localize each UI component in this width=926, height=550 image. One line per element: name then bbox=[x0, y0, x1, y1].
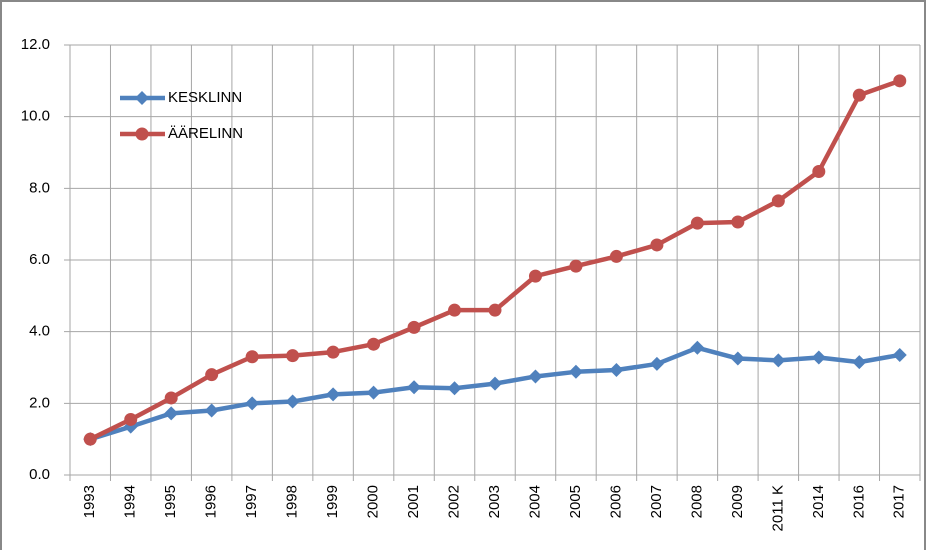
marker bbox=[326, 345, 340, 359]
marker bbox=[893, 74, 907, 88]
marker bbox=[771, 353, 786, 368]
marker bbox=[609, 249, 623, 263]
x-tick-label: 1997 bbox=[243, 485, 260, 518]
x-tick-label: 1999 bbox=[324, 485, 341, 518]
marker bbox=[448, 303, 462, 317]
marker bbox=[852, 88, 866, 102]
x-tick-label: 2014 bbox=[810, 485, 827, 518]
marker bbox=[488, 303, 502, 317]
marker bbox=[609, 363, 624, 378]
legend-marker bbox=[135, 127, 149, 141]
x-tick-label: 1994 bbox=[122, 485, 139, 518]
y-tick-label: 4.0 bbox=[29, 323, 50, 340]
y-tick-label: 10.0 bbox=[21, 108, 50, 125]
marker bbox=[730, 351, 745, 366]
marker bbox=[83, 432, 97, 446]
marker bbox=[447, 381, 462, 396]
marker bbox=[245, 396, 260, 411]
y-tick-label: 6.0 bbox=[29, 251, 50, 268]
marker bbox=[164, 406, 179, 421]
marker bbox=[852, 355, 867, 370]
x-tick-label: 2002 bbox=[445, 485, 462, 518]
legend-label: KESKLINN bbox=[168, 89, 242, 106]
x-tick-label: 2003 bbox=[486, 485, 503, 518]
x-tick-label: 2001 bbox=[405, 485, 422, 518]
marker bbox=[204, 403, 219, 418]
marker bbox=[892, 347, 907, 362]
y-tick-label: 0.0 bbox=[29, 466, 50, 483]
x-tick-label: 1995 bbox=[162, 485, 179, 518]
marker bbox=[124, 412, 138, 426]
x-tick-label: 2009 bbox=[729, 485, 746, 518]
marker bbox=[285, 394, 300, 409]
marker bbox=[488, 376, 502, 391]
marker bbox=[690, 216, 704, 230]
marker bbox=[286, 349, 300, 363]
x-tick-label: 2011 K bbox=[769, 485, 786, 531]
marker bbox=[771, 194, 785, 208]
x-tick-label: 2000 bbox=[365, 485, 382, 518]
marker bbox=[569, 259, 583, 273]
marker bbox=[528, 269, 542, 283]
marker bbox=[164, 391, 178, 405]
y-tick-label: 12.0 bbox=[21, 36, 50, 53]
marker bbox=[650, 238, 664, 252]
marker bbox=[649, 356, 664, 371]
x-tick-label: 1993 bbox=[81, 485, 98, 518]
marker bbox=[690, 340, 705, 355]
x-tick-label: 2005 bbox=[567, 485, 584, 518]
legend-label: ÄÄRELINN bbox=[168, 125, 243, 142]
x-tick-label: 2006 bbox=[607, 485, 624, 518]
marker bbox=[367, 337, 381, 351]
marker bbox=[528, 369, 543, 384]
x-tick-label: 1996 bbox=[203, 485, 220, 518]
marker bbox=[245, 350, 259, 364]
marker bbox=[326, 387, 341, 402]
x-tick-label: 2008 bbox=[688, 485, 705, 518]
marker bbox=[811, 350, 826, 365]
marker bbox=[407, 320, 421, 334]
marker bbox=[366, 385, 381, 400]
x-tick-label: 2016 bbox=[850, 485, 867, 518]
legend-marker bbox=[135, 91, 149, 105]
marker bbox=[812, 164, 826, 178]
marker bbox=[205, 368, 219, 382]
x-tick-label: 1998 bbox=[284, 485, 301, 518]
y-tick-label: 2.0 bbox=[29, 394, 50, 411]
x-tick-label: 2007 bbox=[648, 485, 665, 518]
y-tick-label: 8.0 bbox=[29, 179, 50, 196]
x-tick-label: 2017 bbox=[891, 485, 908, 518]
marker bbox=[568, 364, 583, 379]
marker bbox=[407, 380, 422, 395]
x-tick-label: 2004 bbox=[526, 485, 543, 518]
marker bbox=[731, 215, 745, 229]
